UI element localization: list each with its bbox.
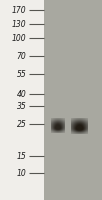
- Text: 40: 40: [17, 90, 27, 99]
- Text: 55: 55: [17, 70, 27, 79]
- Text: 35: 35: [17, 102, 27, 111]
- Bar: [44, 0, 102, 200]
- Text: 130: 130: [12, 20, 27, 29]
- Text: 100: 100: [12, 34, 27, 43]
- Text: 10: 10: [17, 169, 27, 178]
- Text: 170: 170: [12, 6, 27, 15]
- Text: 70: 70: [17, 52, 27, 61]
- Text: 25: 25: [17, 120, 27, 129]
- Text: 15: 15: [17, 152, 27, 161]
